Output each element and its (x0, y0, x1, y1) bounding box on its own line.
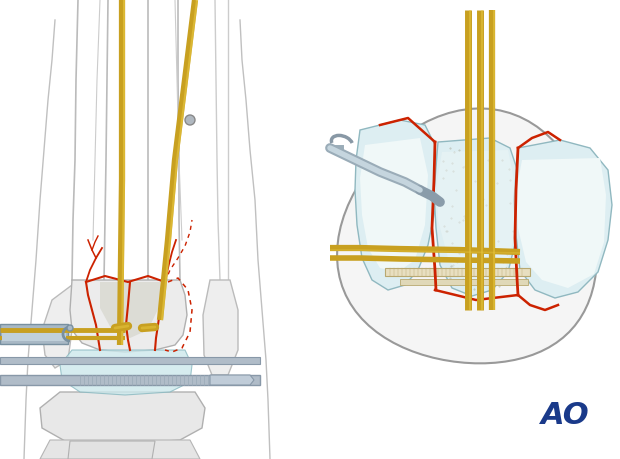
Polygon shape (203, 280, 238, 375)
Polygon shape (355, 120, 438, 290)
Circle shape (67, 325, 73, 331)
Polygon shape (60, 350, 192, 395)
Polygon shape (40, 392, 205, 444)
Polygon shape (437, 150, 515, 285)
Bar (0, 375, 260, 385)
Polygon shape (434, 138, 520, 296)
Polygon shape (40, 440, 200, 459)
Bar (0, 324, 68, 344)
Polygon shape (68, 441, 155, 459)
Bar (0, 357, 260, 364)
Text: AO: AO (541, 401, 590, 430)
Circle shape (185, 115, 195, 125)
Polygon shape (516, 158, 606, 288)
Bar (385, 268, 530, 276)
Bar (2, 333, 66, 341)
Polygon shape (70, 280, 187, 352)
Polygon shape (337, 108, 597, 364)
Polygon shape (360, 138, 428, 272)
Polygon shape (210, 375, 254, 385)
Polygon shape (514, 140, 612, 298)
Polygon shape (42, 285, 72, 368)
Bar (400, 279, 528, 285)
Polygon shape (100, 282, 160, 338)
